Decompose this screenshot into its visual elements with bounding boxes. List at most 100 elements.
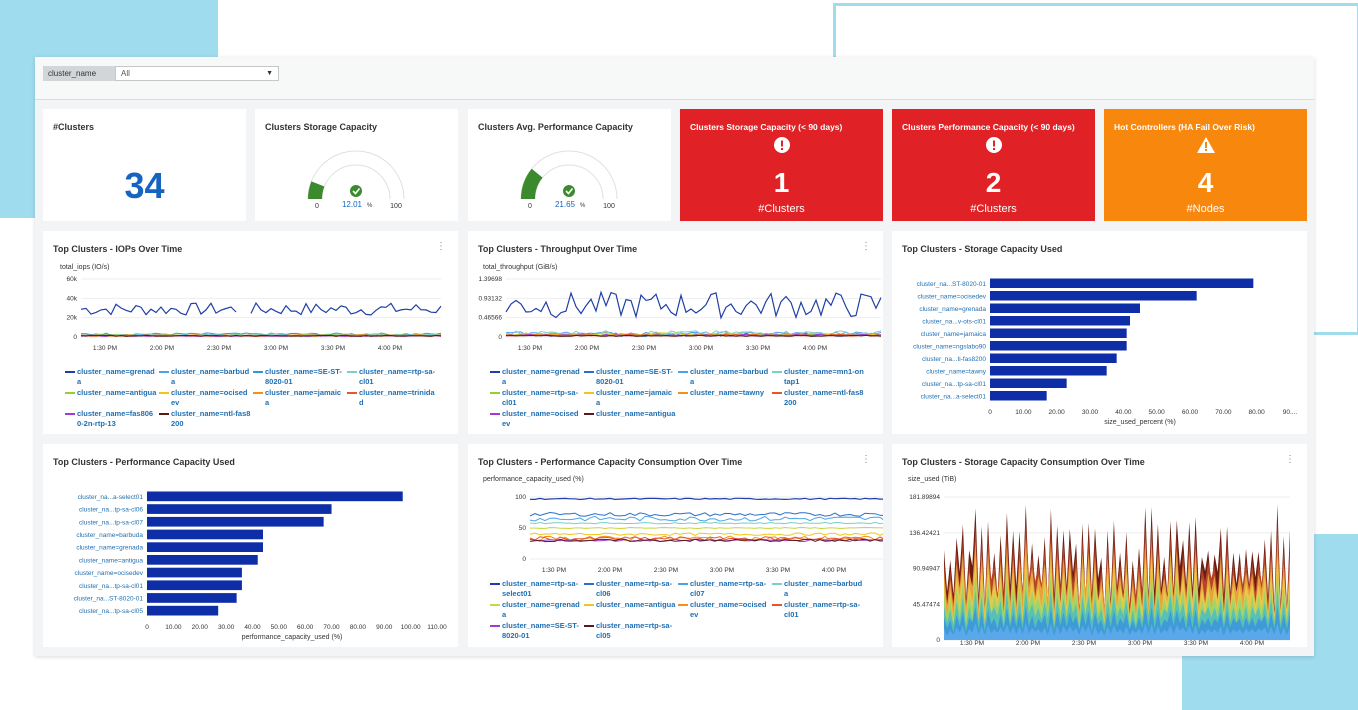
iops-over-time-panel[interactable]: Top Clusters - IOPs Over Time ⋮ total_io… [43,231,458,434]
x-tick-label: 3:30 PM [766,567,790,574]
x-tick-label: 2:00 PM [598,567,622,574]
legend-label: cluster_name=tawny [690,388,764,397]
legend-label: cluster_name=grenada [77,367,155,386]
more-options-icon[interactable]: ⋮ [861,241,871,252]
y-tick-label: 90.94947 [913,566,940,573]
series-line [529,538,883,543]
x-tick-label: 4:00 PM [822,567,846,574]
legend-item[interactable]: cluster_name=jamaica [584,388,678,408]
gauge-fill [308,181,325,199]
legend-item[interactable]: cluster_name=rtp-sa-select01 [490,579,584,599]
legend-item[interactable]: cluster_name=rtp-sa-cl07 [678,579,772,599]
legend-item[interactable]: cluster_name=SE-ST-8020-01 [584,367,678,387]
bar-category-label: cluster_name=barbuda [76,532,143,539]
legend-item[interactable]: cluster_name=barbuda [772,579,866,599]
legend-item[interactable]: cluster_name=grenada [490,367,584,387]
x-tick-label: 2:00 PM [575,345,599,352]
legend-item[interactable]: cluster_name=rtp-sa-cl01 [347,367,441,387]
more-options-icon[interactable]: ⋮ [861,454,871,465]
storage-gauge: 0 100 12.01 % [307,150,405,210]
legend-item[interactable]: cluster_name=grenada [65,367,159,387]
legend-item[interactable]: cluster_name=fas8060-2n-rtp-13 [65,409,159,429]
more-options-icon[interactable]: ⋮ [436,241,446,252]
throughput-over-time-panel[interactable]: Top Clusters - Throughput Over Time ⋮ to… [468,231,883,434]
legend-swatch [65,413,75,415]
legend-item[interactable]: cluster_name=barbuda [159,367,253,387]
perf-capacity-consumption-panel[interactable]: Top Clusters - Performance Capacity Cons… [468,444,883,647]
check-circle-icon [563,185,575,197]
y-tick-label: 0.46566 [479,315,503,322]
x-tick-label: 100.00 [401,624,421,631]
performance-capacity-alert-panel[interactable]: Clusters Performance Capacity (< 90 days… [892,109,1095,221]
legend-item[interactable]: cluster_name=rtp-sa-cl01 [490,388,584,408]
gauge-track [307,150,405,200]
filter-label: cluster_name [43,66,115,81]
hot-controllers-alert-panel[interactable]: Hot Controllers (HA Fail Over Risk) 4 #N… [1104,109,1307,221]
gauge-fill [521,168,543,199]
y-axis-label: total_iops (IO/s) [60,264,110,271]
bar [990,341,1127,351]
legend-swatch [159,392,169,394]
legend-item[interactable]: cluster_name=ocisedev [159,388,253,408]
performance-capacity-used-panel[interactable]: Top Clusters - Performance Capacity Used… [43,444,458,647]
x-tick-label: 3:30 PM [1184,640,1208,647]
legend-swatch [159,413,169,415]
bar [147,593,237,603]
legend-swatch [347,371,357,373]
bar [147,542,263,552]
legend-item[interactable]: cluster_name=ocisedev [678,600,772,620]
storage-consumption-area-chart: 181.89894 136.42421 90.94947 45.47474 0 1:30 … [909,494,1290,647]
legend-item[interactable]: cluster_name=ntl-fas8200 [159,409,253,429]
legend-label: cluster_name=grenada [502,367,580,386]
storage-capacity-gauge-panel[interactable]: Clusters Storage Capacity 0 100 12.01 % [255,109,458,221]
panel-title: Clusters Storage Capacity (< 90 days) [690,122,843,132]
legend-label: cluster_name=grenada [502,600,580,619]
more-options-icon[interactable]: ⋮ [1285,454,1295,465]
series-line [505,290,882,320]
legend-item[interactable]: cluster_name=mn1-ontap1 [772,367,866,387]
gauge-value: 12.01 [342,200,363,209]
legend-item[interactable]: cluster_name=rtp-sa-cl05 [584,621,678,641]
legend-item[interactable]: cluster_name=SE-ST-8020-01 [490,621,584,641]
panel-title: #Clusters [53,122,95,132]
legend-item[interactable]: cluster_name=grenada [490,600,584,620]
legend-item[interactable]: cluster_name=ntl-fas8200 [772,388,866,408]
legend-item[interactable]: cluster_name=SE-ST-8020-01 [253,367,347,387]
x-tick-label: 4:00 PM [378,345,402,352]
y-tick-label: 0 [936,637,940,644]
legend-swatch [584,625,594,627]
dashboard: cluster_name All ▼ #Clusters 34 Clusters… [35,57,1314,656]
storage-capacity-alert-panel[interactable]: Clusters Storage Capacity (< 90 days) 1 … [680,109,883,221]
storage-capacity-used-panel[interactable]: Top Clusters - Storage Capacity Used 0 10… [892,231,1307,434]
clusters-count-value: 34 [124,165,165,206]
performance-capacity-gauge-panel[interactable]: Clusters Avg. Performance Capacity 0 100… [468,109,671,221]
legend-item[interactable]: cluster_name=jamaica [253,388,347,408]
storage-capacity-consumption-panel[interactable]: Top Clusters - Storage Capacity Consumpt… [892,444,1307,647]
y-tick-label: 1.39698 [479,276,503,283]
legend-swatch [65,371,75,373]
series-line [529,511,883,517]
legend-item[interactable]: cluster_name=rtp-sa-cl06 [584,579,678,599]
legend-swatch [584,392,594,394]
legend-label: cluster_name=rtp-sa-cl01 [359,367,436,386]
legend-item[interactable]: cluster_name=antigua [65,388,159,408]
bar-category-label: cluster_name=ocisedev [918,293,987,300]
bar [147,580,242,591]
legend-item[interactable]: cluster_name=barbuda [678,367,772,387]
x-tick-label: 20.00 [192,624,209,631]
legend-item[interactable]: cluster_name=antigua [584,600,678,620]
legend-label: cluster_name=barbuda [784,579,863,598]
cluster-name-filter-select[interactable]: All ▼ [115,66,279,81]
legend-item[interactable]: cluster_name=antigua [584,409,678,429]
x-axis-label: performance_capacity_used (%) [242,634,343,641]
clusters-count-panel[interactable]: #Clusters 34 [43,109,246,221]
x-tick-label: 0 [988,409,992,416]
bar-category-label: cluster_name=grenada [919,306,986,313]
legend-item[interactable]: cluster_name=ocisedev [490,409,584,429]
legend-item[interactable]: cluster_name=rtp-sa-cl01 [772,600,866,620]
y-tick-label: 0 [522,556,526,563]
legend-swatch [490,413,500,415]
legend-item[interactable]: cluster_name=trinidad [347,388,441,408]
x-tick-label: 30.00 [218,624,235,631]
legend-item[interactable]: cluster_name=tawny [678,388,772,408]
